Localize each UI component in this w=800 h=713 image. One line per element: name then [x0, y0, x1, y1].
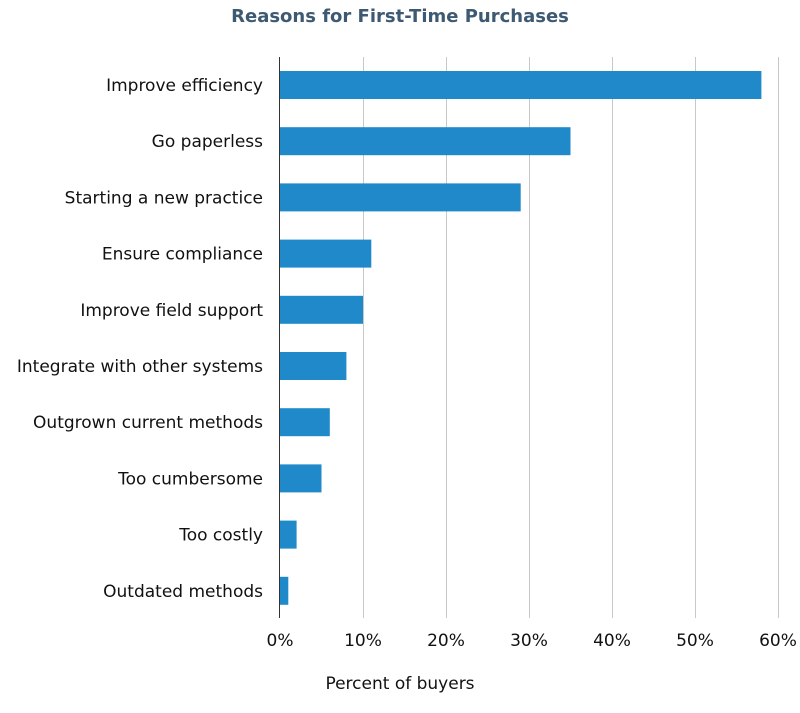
- x-tick-label: 10%: [344, 631, 382, 651]
- category-label: Too costly: [178, 526, 263, 546]
- x-tick-label: 30%: [510, 631, 548, 651]
- x-tick-label: 50%: [676, 631, 714, 651]
- category-label: Improve efficiency: [106, 76, 263, 96]
- category-label: Starting a new practice: [65, 188, 263, 208]
- bar: [280, 295, 363, 324]
- bar: [280, 239, 372, 268]
- category-label: Integrate with other systems: [17, 357, 263, 377]
- x-tick-label: 40%: [593, 631, 631, 651]
- category-label: Outgrown current methods: [33, 413, 263, 433]
- bar: [280, 408, 330, 437]
- x-tick-labels: 0% 10% 20% 30% 40% 50% 60%: [267, 631, 797, 651]
- category-label: Improve field support: [80, 301, 263, 321]
- bar: [280, 464, 322, 493]
- bar-layer: [280, 71, 762, 605]
- bar: [280, 127, 571, 156]
- chart-title: Reasons for First-Time Purchases: [231, 6, 569, 27]
- bar: [280, 576, 289, 605]
- x-tick-label: 0%: [267, 631, 294, 651]
- category-label: Go paperless: [152, 132, 263, 152]
- bar: [280, 71, 762, 99]
- category-labels: Improve efficiency Go paperless Starting a…: [17, 76, 263, 602]
- x-axis-title: Percent of buyers: [325, 674, 474, 694]
- bar: [280, 183, 521, 212]
- bar: [280, 352, 347, 380]
- bar: [280, 520, 297, 549]
- category-label: Outdated methods: [103, 582, 263, 602]
- category-label: Ensure compliance: [102, 245, 263, 265]
- x-tick-label: 60%: [759, 631, 797, 651]
- x-tick-label: 20%: [427, 631, 465, 651]
- category-label: Too cumbersome: [117, 469, 263, 489]
